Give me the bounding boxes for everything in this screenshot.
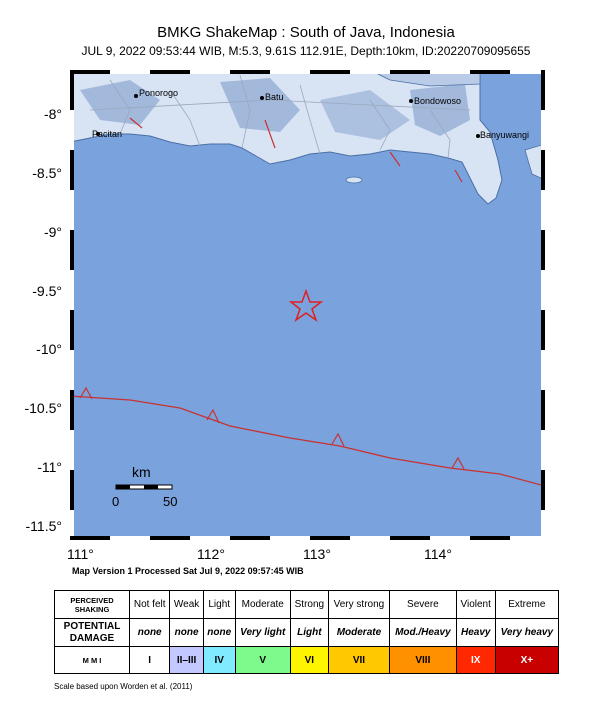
scale-note: Scale based upon Worden et al. (2011) (54, 682, 193, 691)
processed-note: Map Version 1 Processed Sat Jul 9, 2022 … (72, 566, 304, 576)
lon-label: 112° (197, 546, 225, 562)
admin-boundaries (89, 74, 471, 159)
lat-label: -11° (37, 459, 62, 475)
damage-cell: none (202, 618, 236, 647)
lat-label: -9.5° (32, 283, 62, 299)
city-label: Bondowoso (414, 96, 461, 106)
damage-cell: Heavy (455, 618, 496, 647)
scale-bar (115, 484, 173, 490)
mmi-cell: VIII (389, 646, 457, 674)
shaking-cell: Moderate (234, 590, 291, 619)
mmi-cell: V (234, 646, 291, 674)
row-header: M M I (54, 646, 130, 674)
mmi-cell: VII (327, 646, 391, 674)
damage-cell: none (169, 618, 204, 647)
city-label: Pacitan (92, 129, 122, 139)
relief-shading (80, 80, 160, 125)
mmi-row: M M I I II–III IV V VI VII VIII IX X+ (54, 646, 560, 674)
lat-label: -10.5° (24, 400, 62, 416)
trench-teeth (79, 386, 465, 470)
shaking-cell: Severe (389, 590, 457, 619)
small-island (345, 176, 363, 184)
row-header: POTENTIAL DAMAGE (54, 618, 130, 647)
map-frame (70, 70, 545, 540)
shaking-row: PERCEIVED SHAKING Not felt Weak Light Mo… (54, 590, 560, 619)
mmi-cell: I (128, 646, 171, 674)
lat-label: -11.5° (25, 518, 62, 534)
city-label: Banyuwangi (480, 130, 529, 140)
damage-cell: Very heavy (494, 618, 560, 647)
relief-shading (220, 78, 300, 132)
shaking-cell: Extreme (494, 590, 560, 619)
city-markers (96, 94, 480, 138)
shakemap-map[interactable]: Ponorogo Batu Bondowoso Pacitan Banyuwan… (70, 70, 545, 540)
damage-cell: Light (289, 618, 329, 647)
trench-line (70, 395, 545, 487)
relief-shading (320, 90, 410, 140)
event-details: JUL 9, 2022 09:53:44 WIB, M:5.3, 9.61S 1… (81, 44, 531, 58)
damage-cell: Moderate (327, 618, 391, 647)
damage-cell: none (128, 618, 171, 647)
lon-label: 111° (67, 546, 94, 562)
shaking-cell: Violent (455, 590, 496, 619)
lat-label: -9° (43, 224, 62, 240)
scale-start: 0 (112, 494, 119, 509)
row-header: PERCEIVED SHAKING (54, 590, 130, 619)
shaking-cell: Very strong (327, 590, 391, 619)
damage-cell: Mod./Heavy (389, 618, 457, 647)
lon-label: 114° (424, 546, 452, 562)
map-title: BMKG ShakeMap : South of Java, Indonesia (157, 24, 455, 41)
shaking-cell: Not felt (128, 590, 171, 619)
lon-label: 113° (303, 546, 331, 562)
damage-cell: Very light (234, 618, 291, 647)
damage-row: POTENTIAL DAMAGE none none none Very lig… (54, 618, 560, 647)
bali-island (524, 143, 545, 181)
lat-label: -8.5° (32, 165, 62, 181)
fault-lines (129, 117, 463, 183)
relief-shading (410, 84, 470, 136)
java-landmass (70, 70, 503, 205)
shaking-cell: Light (202, 590, 236, 619)
city-label: Ponorogo (139, 88, 178, 98)
scale-unit: km (132, 464, 151, 480)
shaking-cell: Weak (169, 590, 204, 619)
mmi-legend-table: PERCEIVED SHAKING Not felt Weak Light Mo… (54, 590, 560, 674)
mmi-cell: VI (289, 646, 329, 674)
lat-label: -10° (36, 341, 62, 357)
mmi-cell: IX (455, 646, 496, 674)
mmi-cell: X+ (494, 646, 560, 674)
city-label: Batu (265, 92, 284, 102)
lat-label: -8° (43, 106, 62, 122)
scale-end: 50 (163, 494, 177, 509)
mmi-cell: IV (202, 646, 236, 674)
shaking-cell: Strong (289, 590, 329, 619)
mmi-cell: II–III (169, 646, 204, 674)
epicenter-star (288, 288, 324, 322)
